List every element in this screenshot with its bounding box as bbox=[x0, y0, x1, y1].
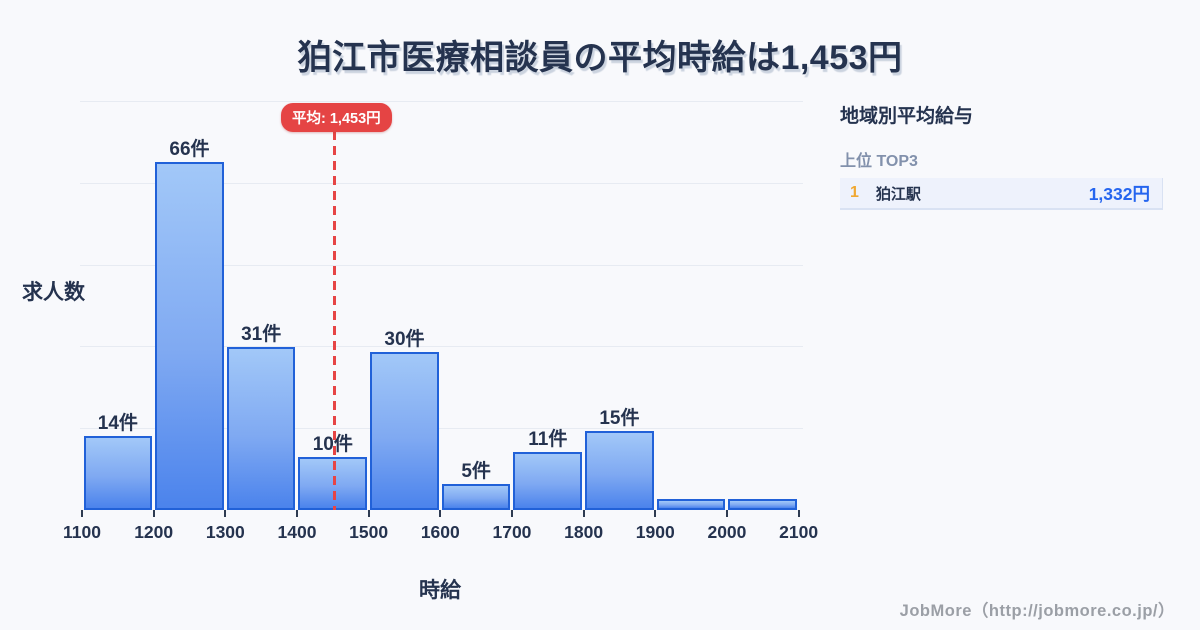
sidebar-subtitle: 上位 TOP3 bbox=[840, 153, 918, 170]
x-axis-tick-label: 1700 bbox=[492, 522, 532, 542]
bar-count-label: 30件 bbox=[384, 328, 425, 350]
x-axis-tick-label: 2100 bbox=[779, 522, 819, 542]
sidebar-title: 地域別平均給与 bbox=[840, 106, 974, 127]
gridline bbox=[80, 182, 803, 184]
histogram-bar bbox=[370, 351, 439, 510]
bar-count-label: 11件 bbox=[528, 429, 568, 451]
x-axis-tick bbox=[367, 510, 370, 517]
histogram-bar bbox=[728, 499, 798, 510]
x-axis-tick bbox=[582, 510, 585, 517]
x-axis-tick-label: 1600 bbox=[420, 522, 460, 542]
x-axis-tick-label: 1300 bbox=[205, 522, 245, 542]
region-rank-row: 1 狛江駅 1,332円 bbox=[840, 178, 1163, 210]
x-axis-tick-label: 1100 bbox=[63, 522, 101, 542]
bar-count-label: 15件 bbox=[599, 407, 640, 429]
histogram-bar bbox=[83, 436, 153, 510]
y-axis-title: 求人数 bbox=[22, 281, 85, 304]
x-axis-tick bbox=[295, 510, 298, 517]
bar-count-label: 31件 bbox=[241, 323, 282, 345]
x-axis-tick-label: 2000 bbox=[707, 522, 747, 542]
station-average-wage: 1,332円 bbox=[1088, 183, 1150, 204]
histogram-bar bbox=[585, 430, 654, 510]
x-axis-tick-label: 1800 bbox=[564, 522, 604, 542]
gridline bbox=[80, 346, 803, 348]
page-title: 狛江市医療相談員の平均時給は1,453円 bbox=[297, 39, 903, 77]
x-axis-tick bbox=[510, 510, 513, 517]
bar-count-label: 10件 bbox=[288, 429, 378, 456]
histogram-bar bbox=[656, 499, 726, 510]
gridline bbox=[80, 101, 803, 102]
x-axis-tick-label: 1200 bbox=[134, 522, 174, 542]
gridline bbox=[80, 264, 803, 266]
histogram-bar bbox=[226, 346, 296, 510]
x-axis-tick bbox=[654, 510, 657, 517]
x-axis-tick bbox=[725, 510, 728, 517]
x-axis-tick bbox=[797, 510, 800, 517]
station-name: 狛江駅 bbox=[875, 185, 921, 203]
x-axis-tick bbox=[439, 510, 442, 517]
bar-count-label: 14件 bbox=[97, 413, 138, 435]
gridline bbox=[80, 428, 803, 430]
bar-count-label: 66件 bbox=[169, 139, 210, 161]
x-axis-tick bbox=[224, 510, 227, 517]
histogram-bar bbox=[298, 457, 368, 510]
x-axis-tick bbox=[81, 510, 83, 517]
x-axis-title: 時給 bbox=[419, 579, 461, 602]
histogram-bar bbox=[513, 452, 583, 510]
histogram-bar bbox=[441, 483, 511, 510]
histogram-bar bbox=[155, 162, 224, 510]
bar-count-label: 5件 bbox=[461, 460, 491, 482]
x-axis-tick-label: 1500 bbox=[349, 522, 389, 542]
average-dashed-line bbox=[333, 131, 336, 510]
x-axis-tick-label: 1900 bbox=[635, 522, 675, 542]
site-credit: JobMore（http://jobmore.co.jp/） bbox=[899, 602, 1175, 620]
x-axis-tick-label: 1400 bbox=[277, 522, 317, 542]
average-value-badge: 平均: 1,453円 bbox=[281, 103, 392, 132]
x-axis-tick bbox=[152, 510, 155, 517]
rank-number: 1 bbox=[850, 184, 859, 201]
